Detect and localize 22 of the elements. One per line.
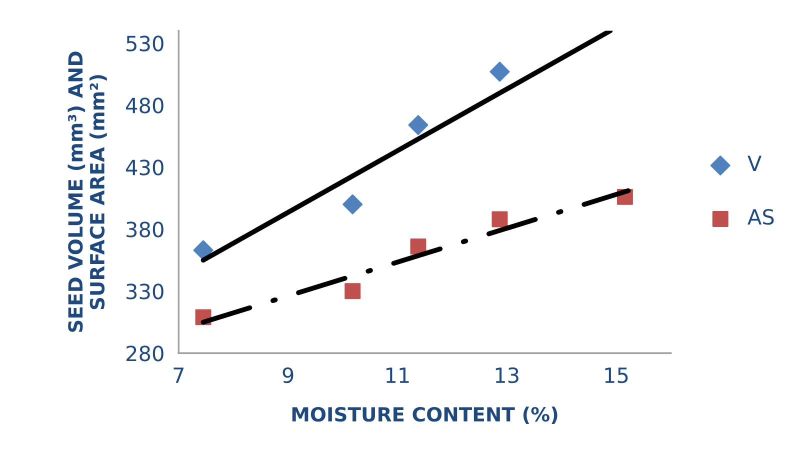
x-tick-label: 11	[386, 368, 409, 383]
y-tick-label: 330	[126, 284, 164, 300]
point	[490, 62, 510, 82]
y-axis-title: SEED VOLUME (mm³) AND SURFACE AREA (mm²)	[68, 52, 107, 332]
legend-label: V	[748, 156, 762, 171]
y-tick-label: 530	[126, 36, 164, 52]
y-tick-label: 380	[126, 222, 164, 238]
point	[408, 115, 428, 136]
x-tick-label: 7	[174, 368, 184, 383]
point	[342, 194, 363, 214]
legend-label: AS	[748, 209, 774, 225]
point	[492, 211, 508, 228]
point	[193, 240, 214, 260]
y-tick-label: 430	[126, 160, 164, 176]
x-tick-label: 13	[496, 367, 518, 384]
x-tick-label: 15	[605, 368, 628, 384]
y-tick-label: 480	[126, 98, 164, 114]
point	[344, 283, 361, 300]
point	[410, 238, 426, 254]
y-tick-label: 280	[126, 346, 164, 362]
x-tick-label: 9	[282, 367, 294, 384]
x-axis-title: MOISTURE CONTENT (%)	[292, 406, 558, 424]
